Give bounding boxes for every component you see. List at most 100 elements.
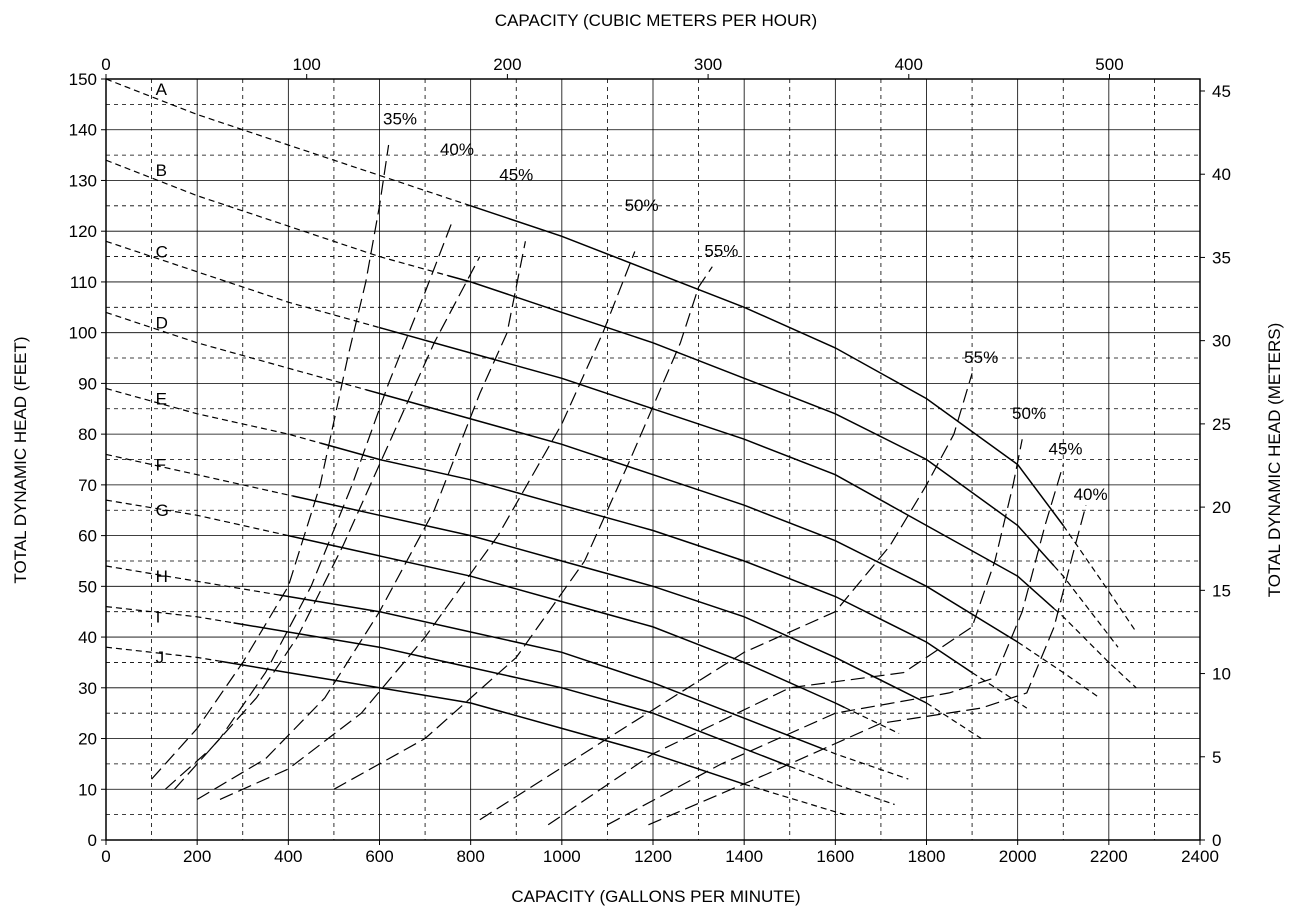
efficiency-label: 45% [499, 165, 533, 184]
impeller-curve-G-dashed-end [844, 706, 900, 735]
impeller-label-E: E [156, 389, 167, 408]
y2-tick-label: 35 [1212, 248, 1231, 267]
y2-tick-label: 5 [1212, 748, 1221, 767]
efficiency-label: 45% [1049, 439, 1083, 458]
impeller-label-A: A [156, 80, 168, 99]
impeller-curve-C-solid [379, 326, 1055, 610]
y-tick-label: 10 [78, 780, 97, 799]
impeller-curve-A-solid [470, 205, 1064, 526]
y-tick-label: 120 [69, 222, 97, 241]
x2-tick-label: 0 [101, 55, 110, 74]
impeller-label-C: C [156, 242, 168, 261]
y2-tick-label: 25 [1212, 415, 1231, 434]
efficiency-curve-left-1 [173, 220, 453, 790]
efficiency-curve-left-0 [151, 144, 390, 780]
y-tick-label: 110 [70, 273, 97, 292]
y-tick-label: 140 [69, 121, 97, 140]
impeller-label-F: F [156, 455, 166, 474]
y-tick-label: 50 [78, 577, 97, 596]
y-tick-label: 0 [88, 831, 97, 850]
top-axis-title: CAPACITY (CUBIC METERS PER HOUR) [495, 11, 817, 30]
efficiency-label: 50% [1012, 404, 1046, 423]
impeller-curve-I-dashed-end [789, 765, 895, 806]
impeller-label-B: B [156, 161, 167, 180]
impeller-label-D: D [156, 313, 168, 332]
impeller-curve-J-dashed-start [105, 646, 221, 662]
efficiency-curve-right-8 [607, 464, 1064, 826]
impeller-curve-C-dashed-start [105, 240, 380, 329]
impeller-label-G: G [156, 501, 169, 520]
impeller-curve-B-dashed-end [1053, 565, 1119, 648]
impeller-curve-D-dashed-start [105, 311, 366, 391]
curves [105, 78, 1137, 826]
efficiency-curve-right-9 [648, 505, 1087, 826]
x-tick-label: 1800 [908, 847, 946, 866]
y2-tick-label: 30 [1212, 332, 1231, 351]
efficiency-label: 35% [383, 110, 417, 129]
x-tick-label: 200 [183, 847, 211, 866]
y2-tick-label: 40 [1212, 165, 1231, 184]
x-tick-label: 1000 [543, 847, 581, 866]
left-axis-title: TOTAL DYNAMIC HEAD (FEET) [11, 336, 30, 583]
y-tick-label: 60 [78, 527, 97, 546]
efficiency-label: 55% [704, 242, 738, 261]
efficiency-curve-left-3 [196, 241, 526, 800]
impeller-curve-F-solid [292, 495, 927, 704]
efficiency-label: 40% [1074, 485, 1108, 504]
impeller-curve-B-solid [447, 274, 1055, 567]
bottom-axis-title: CAPACITY (GALLONS PER MINUTE) [511, 887, 800, 906]
x2-tick-label: 400 [895, 55, 923, 74]
efficiency-curve-left-4 [219, 251, 636, 800]
x2-tick-label: 300 [694, 55, 722, 74]
x-tick-label: 400 [274, 847, 302, 866]
efficiency-label: 55% [964, 348, 998, 367]
x-tick-label: 1600 [816, 847, 854, 866]
impeller-curve-A-dashed-start [105, 78, 471, 207]
y2-tick-label: 15 [1212, 581, 1231, 600]
impeller-curve-E-dashed-start [105, 387, 321, 444]
efficiency-label: 50% [625, 196, 659, 215]
impeller-curve-I-dashed-start [105, 606, 234, 624]
right-axis-title: TOTAL DYNAMIC HEAD (METERS) [1265, 323, 1284, 598]
efficiency-curve-right-7 [547, 439, 1023, 826]
impeller-curve-I-solid [233, 622, 791, 768]
impeller-curve-E-solid [319, 442, 973, 674]
impeller-label-J: J [156, 648, 165, 667]
impeller-curve-J-dashed-end [744, 783, 845, 816]
x-tick-label: 2000 [999, 847, 1037, 866]
impeller-curve-B-dashed-start [105, 159, 449, 277]
impeller-curve-F-dashed-start [105, 453, 294, 497]
efficiency-curve-left-2 [164, 256, 481, 790]
impeller-curve-C-dashed-end [1053, 608, 1137, 689]
impeller-curve-G-solid [288, 534, 845, 709]
x-tick-label: 800 [456, 847, 484, 866]
x2-tick-label: 500 [1095, 55, 1123, 74]
impeller-curve-F-dashed-end [926, 702, 982, 740]
y-tick-label: 130 [69, 171, 97, 190]
axes: 0 200 400 600 800 1000 1200 1400 1600 1800 2000 220… [69, 55, 1231, 866]
y2-tick-label: 45 [1212, 82, 1231, 101]
x2-tick-label: 100 [293, 55, 321, 74]
impeller-label-I: I [156, 608, 161, 627]
x-tick-label: 2400 [1181, 847, 1219, 866]
y-tick-label: 100 [69, 324, 97, 343]
impeller-curve-D-solid [365, 388, 1019, 643]
impeller-curve-H-solid [279, 594, 822, 750]
impeller-curve-H-dashed-start [105, 565, 280, 596]
y-tick-label: 40 [78, 628, 97, 647]
y-tick-label: 80 [78, 425, 97, 444]
y2-tick-label: 0 [1212, 831, 1221, 850]
y2-tick-label: 20 [1212, 498, 1231, 517]
impeller-label-H: H [156, 567, 168, 586]
y-tick-label: 20 [78, 730, 97, 749]
y-tick-label: 30 [78, 679, 97, 698]
x2-tick-label: 200 [493, 55, 521, 74]
x-tick-label: 1200 [634, 847, 672, 866]
x-tick-label: 0 [101, 847, 110, 866]
impeller-curve-E-dashed-end [971, 672, 1028, 709]
impeller-curve-H-dashed-end [821, 747, 909, 780]
impeller-curve-A-dashed-end [1062, 525, 1137, 633]
